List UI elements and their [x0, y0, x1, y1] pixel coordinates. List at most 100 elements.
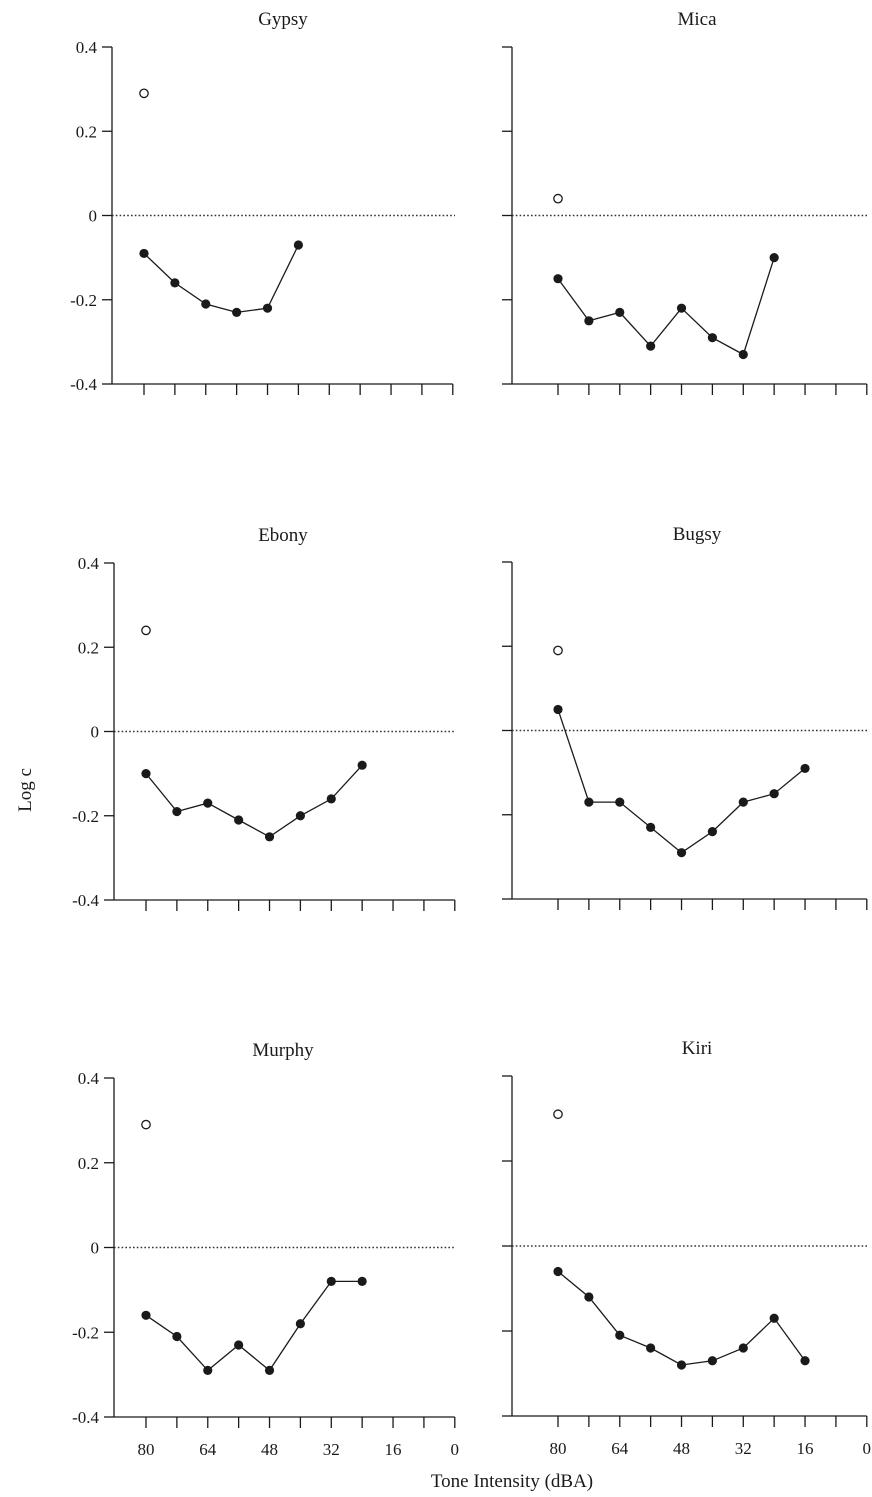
data-point — [141, 1310, 151, 1320]
data-point — [295, 1319, 305, 1329]
data-point — [615, 1330, 625, 1340]
y-tick-label: -0.4 — [70, 375, 97, 394]
data-point — [584, 316, 594, 326]
data-point — [553, 1266, 563, 1277]
data-point — [234, 815, 244, 825]
data-point — [326, 794, 336, 804]
x-tick-label: 64 — [199, 1440, 217, 1459]
y-tick-label: 0.4 — [76, 38, 98, 57]
open-data-point — [553, 645, 563, 656]
panel-mica: Mica — [502, 9, 868, 395]
x-axis-title: Tone Intensity (dBA) — [431, 1471, 593, 1492]
data-point — [553, 704, 563, 715]
data-point — [646, 341, 656, 351]
y-tick-label: 0.2 — [78, 1154, 99, 1173]
series-line — [557, 1270, 806, 1366]
data-point — [264, 1365, 275, 1375]
data-point — [326, 1276, 336, 1286]
y-tick-label: 0.4 — [78, 1069, 100, 1088]
data-point — [769, 253, 779, 263]
data-point — [584, 797, 594, 807]
data-point — [769, 1313, 779, 1323]
x-tick-label: 80 — [138, 1440, 155, 1459]
data-point — [139, 248, 149, 259]
x-tick-label: 16 — [797, 1439, 814, 1458]
data-point — [262, 303, 273, 313]
y-tick-label: 0 — [89, 207, 98, 226]
x-tick-label: 0 — [451, 1440, 460, 1459]
y-tick-label: 0 — [91, 723, 100, 742]
data-point — [676, 848, 687, 858]
x-tick-label: 64 — [611, 1439, 629, 1458]
y-tick-label: -0.2 — [72, 807, 99, 826]
data-point — [584, 1292, 594, 1302]
data-point — [172, 1331, 182, 1342]
series-line — [145, 1280, 363, 1372]
data-point — [203, 1365, 213, 1375]
y-tick-label: -0.2 — [70, 291, 97, 310]
data-point — [769, 789, 779, 799]
series-line — [143, 244, 299, 314]
x-tick-label: 0 — [863, 1439, 872, 1458]
data-point — [295, 811, 305, 821]
y-tick-label: -0.2 — [72, 1323, 99, 1342]
series-line — [557, 257, 775, 356]
data-point — [170, 278, 180, 288]
y-tick-label: -0.4 — [72, 1408, 99, 1427]
data-point — [707, 333, 718, 343]
data-point — [800, 763, 810, 774]
data-point — [676, 303, 687, 313]
panel-gypsy: Gypsy 0.4 0.2 0 -0.2 -0.4 — [70, 9, 455, 395]
panel-title: Ebony — [258, 525, 308, 546]
panels-layer: Gypsy 0.4 0.2 0 -0.2 -0.4 Mica Ebony 0.4 0.2 0 -0.2… — [70, 9, 871, 1459]
data-point — [676, 1360, 687, 1370]
data-point — [707, 1356, 718, 1366]
panel-murphy: Murphy 0.4 0.2 0 -0.2 -0.4 80 64 48 32 16 0 — [72, 1040, 459, 1459]
data-point — [141, 769, 151, 779]
data-point — [293, 240, 303, 250]
open-data-point — [141, 1119, 151, 1130]
data-point — [357, 760, 367, 770]
panel-bugsy: Bugsy — [502, 524, 868, 910]
open-data-point — [553, 193, 563, 204]
x-tick-label: 32 — [323, 1440, 340, 1459]
x-tick-label: 16 — [385, 1440, 402, 1459]
x-tick-label: 80 — [550, 1439, 567, 1458]
data-point — [357, 1276, 367, 1286]
data-point — [646, 1343, 656, 1353]
data-point — [646, 822, 656, 832]
x-tick-label: 48 — [673, 1439, 690, 1458]
x-tick-label: 48 — [261, 1440, 278, 1459]
y-tick-label: 0.4 — [78, 554, 100, 573]
data-point — [615, 797, 625, 807]
open-data-point — [553, 1109, 563, 1120]
data-point — [738, 349, 748, 360]
panel-title: Murphy — [252, 1040, 314, 1061]
data-point — [707, 827, 718, 837]
y-tick-label: 0 — [91, 1239, 100, 1258]
panel-title: Gypsy — [258, 9, 308, 30]
y-axis-title: Log c — [15, 768, 36, 812]
panel-kiri: Kiri 80 64 48 32 16 0 — [502, 1038, 871, 1458]
x-tick-label: 32 — [735, 1439, 752, 1458]
data-point — [800, 1356, 810, 1366]
y-tick-label: 0.2 — [76, 122, 97, 141]
panel-ebony: Ebony 0.4 0.2 0 -0.2 -0.4 — [72, 525, 456, 911]
data-point — [232, 307, 242, 317]
panel-title: Mica — [677, 9, 717, 30]
y-tick-label: 0.2 — [78, 638, 99, 657]
open-data-point — [141, 625, 151, 636]
data-point — [615, 307, 625, 317]
data-point — [553, 274, 563, 284]
data-point — [264, 832, 275, 842]
data-point — [172, 806, 182, 817]
data-point — [738, 797, 748, 807]
open-data-point — [139, 88, 149, 99]
data-point — [203, 798, 213, 808]
data-point — [201, 299, 211, 309]
data-point — [738, 1343, 748, 1353]
series-line — [145, 764, 363, 838]
y-tick-label: -0.4 — [72, 891, 99, 910]
panel-title: Bugsy — [673, 524, 722, 545]
